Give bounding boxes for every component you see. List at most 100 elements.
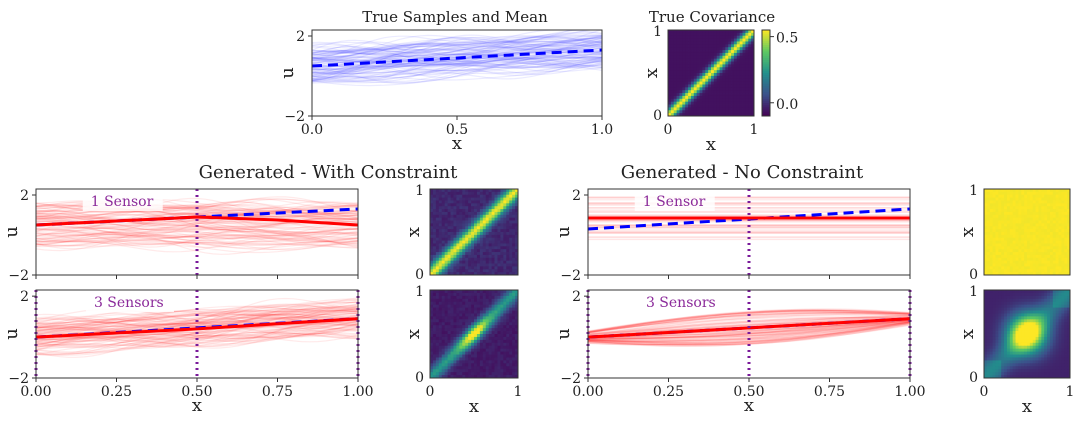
heat-cell — [984, 243, 988, 247]
heat-cell — [992, 243, 996, 247]
heat-cell — [450, 220, 454, 224]
heat-cell — [670, 55, 675, 60]
heat-cell — [673, 52, 677, 57]
sample-curve — [312, 55, 602, 74]
heat-cell — [485, 232, 490, 236]
heat-cell — [447, 226, 451, 230]
heat-cell — [1015, 331, 1019, 335]
heat-cell — [497, 217, 501, 221]
heat-cell — [456, 345, 460, 350]
heat-cell — [1018, 249, 1022, 253]
y-axis-label: u — [277, 67, 298, 79]
heat-cell — [1001, 217, 1005, 221]
heat-cell — [984, 322, 988, 326]
heat-cell — [447, 232, 451, 236]
heat-cell — [1058, 191, 1062, 196]
heat-cell — [462, 328, 466, 332]
heat-cell — [992, 313, 996, 317]
heat-cell — [992, 310, 996, 314]
heat-cell — [1052, 243, 1057, 247]
heat-cell — [1052, 249, 1057, 253]
sample-curve — [588, 321, 910, 344]
heat-cell — [1015, 243, 1019, 247]
heat-cell — [1061, 322, 1065, 326]
heat-cell — [500, 351, 504, 355]
heat-cell — [1067, 189, 1071, 193]
heat-cell — [1009, 345, 1014, 350]
sample-curve — [36, 304, 358, 325]
heat-cell — [482, 336, 487, 341]
heat-cell — [438, 290, 443, 294]
heat-cell — [447, 197, 451, 201]
heat-cell — [476, 194, 481, 198]
sample-curve — [588, 308, 910, 333]
heat-cell — [482, 232, 487, 236]
heat-cell — [1052, 272, 1057, 276]
sample-curve — [36, 233, 358, 242]
heat-cell — [438, 331, 443, 335]
heat-cell — [696, 50, 700, 54]
heat-cell — [1035, 295, 1039, 300]
heat-cell — [503, 209, 507, 213]
heat-cell — [1029, 290, 1034, 294]
heat-cell — [432, 232, 437, 236]
heat-cell — [670, 47, 675, 51]
heat-cell — [748, 75, 752, 80]
heat-cell — [708, 101, 712, 105]
heat-cell — [1006, 252, 1011, 256]
heat-cell — [995, 313, 999, 317]
heat-cell — [447, 254, 451, 259]
heat-cell — [1018, 232, 1022, 236]
heat-cell — [995, 360, 999, 364]
heat-cell — [705, 50, 709, 54]
heat-cell — [512, 266, 516, 270]
heat-cell — [1024, 211, 1028, 216]
heat-cell — [984, 334, 988, 338]
heat-cell — [1009, 331, 1014, 335]
heat-cell — [992, 260, 996, 264]
heat-cell — [716, 50, 720, 54]
heat-cell — [488, 363, 492, 367]
heat-cell — [465, 325, 469, 329]
heat-cell — [690, 113, 695, 117]
heat-cell — [512, 220, 516, 224]
heat-cell — [468, 372, 472, 376]
heat-cell — [430, 220, 434, 224]
heat-cell — [497, 316, 501, 320]
heat-cell — [984, 260, 988, 264]
heat-cell — [699, 61, 703, 65]
sample-curve — [588, 319, 910, 339]
heat-cell — [1052, 310, 1057, 314]
heat-cell — [468, 232, 472, 236]
heat-cell — [441, 363, 446, 367]
heat-cell — [1015, 290, 1019, 294]
heat-cell — [468, 194, 472, 198]
sample-curve — [312, 62, 602, 82]
heat-cell — [1015, 189, 1019, 193]
heat-cell — [713, 70, 718, 74]
heat-cell — [685, 55, 689, 60]
sample-curve — [312, 30, 602, 51]
heat-cell — [998, 226, 1002, 230]
heat-cell — [447, 203, 451, 207]
heat-cell — [702, 50, 706, 54]
heat-cell — [751, 81, 755, 85]
heat-cell — [1027, 307, 1031, 311]
heat-cell — [471, 369, 475, 373]
heat-cell — [515, 357, 519, 361]
heat-cell — [725, 55, 729, 60]
heat-cell — [430, 348, 434, 352]
heat-cell — [984, 310, 988, 314]
heat-cell — [733, 78, 738, 82]
sample-curve — [588, 311, 910, 334]
heat-cell — [1049, 269, 1054, 273]
heat-cell — [500, 237, 504, 241]
heat-cell — [1029, 363, 1034, 367]
heat-cell — [450, 232, 454, 236]
heat-cell — [468, 360, 472, 364]
heat-cell — [503, 322, 507, 326]
heat-cell — [1018, 290, 1022, 294]
heat-cell — [430, 254, 434, 259]
heat-cell — [488, 254, 492, 259]
heat-cell — [984, 209, 988, 213]
